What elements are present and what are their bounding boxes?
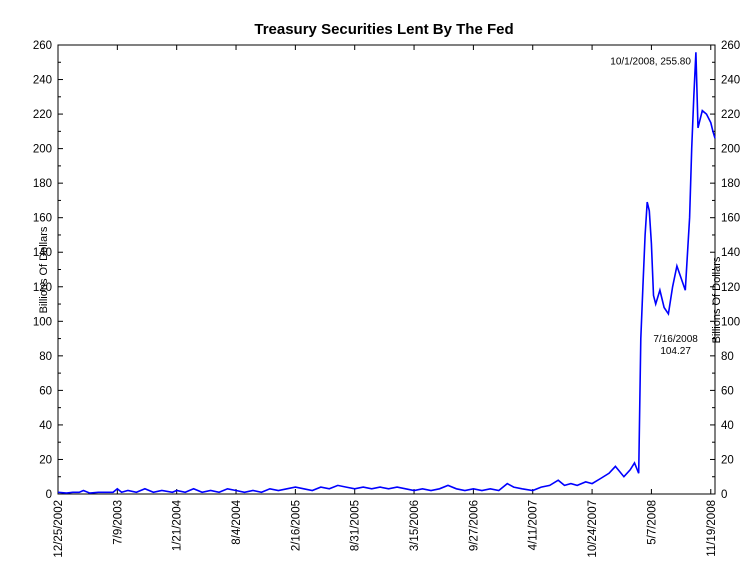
y-tick-label-right: 120 [721,282,740,294]
y-axis-label-left: Billions Of Dollars [38,226,50,313]
y-tick-label-left: 180 [33,178,52,190]
y-tick-label-left: 20 [39,454,52,466]
y-tick-label-right: 60 [721,385,734,397]
y-tick-label-left: 100 [33,316,52,328]
y-ticks-right: 0 20 40 60 80 100 120 140 160 180 200 220 240 260 [710,40,740,501]
y-tick-label-right: 200 [721,144,740,156]
y-tick-label-left: 240 [33,75,52,87]
x-ticks: 12/25/2002 7/9/2003 1/21/2004 8/4/2004 2/16/… [53,45,718,558]
y-tick-label-right: 140 [721,247,740,259]
x-tick-label: 3/15/2006 [409,500,421,551]
x-tick-label: 1/21/2004 [172,499,184,551]
y-tick-label-left: 220 [33,109,52,121]
y-tick-label-left: 160 [33,213,52,225]
y-tick-label-right: 20 [721,454,734,466]
y-tick-label-left: 0 [46,489,52,501]
annotation-trough-date: 7/16/2008 [653,334,698,345]
y-tick-label-left: 260 [33,40,52,52]
y-tick-label-right: 180 [721,178,740,190]
x-tick-label: 9/27/2006 [468,500,480,551]
x-tick-label: 8/31/2005 [350,500,362,551]
y-tick-label-left: 140 [33,247,52,259]
x-tick-label: 12/25/2002 [53,500,65,558]
x-tick-label: 10/24/2007 [587,500,599,558]
y-tick-label-right: 220 [721,109,740,121]
annotation-peak: 10/1/2008, 255.80 [610,56,691,67]
y-tick-label-left: 40 [39,420,52,432]
y-ticks-left: 0 20 40 60 80 100 120 140 160 180 200 220 240 260 [33,40,63,501]
series-line [57,52,716,494]
annotation-trough-value: 104.27 [660,346,691,357]
chart-title: Treasury Securities Lent By The Fed [254,21,513,38]
y-axis-label-right: Billions Of Dollars [711,256,723,343]
y-tick-label-right: 80 [721,351,734,363]
y-tick-label-right: 260 [721,40,740,52]
y-tick-label-right: 40 [721,420,734,432]
x-tick-label: 7/9/2003 [112,500,124,545]
y-tick-label-left: 200 [33,144,52,156]
x-tick-label: 11/19/2008 [706,500,718,557]
x-tick-label: 2/16/2005 [290,500,302,551]
x-tick-label: 4/11/2007 [528,500,540,550]
y-tick-label-right: 0 [721,489,727,501]
x-tick-label: 5/7/2008 [646,500,658,545]
y-tick-label-left: 60 [39,385,52,397]
y-tick-label-right: 160 [721,213,740,225]
y-tick-label-right: 100 [721,316,740,328]
y-tick-label-left: 120 [33,282,52,294]
y-tick-label-left: 80 [39,351,52,363]
y-tick-label-right: 240 [721,75,740,87]
x-tick-label: 8/4/2004 [231,499,243,544]
